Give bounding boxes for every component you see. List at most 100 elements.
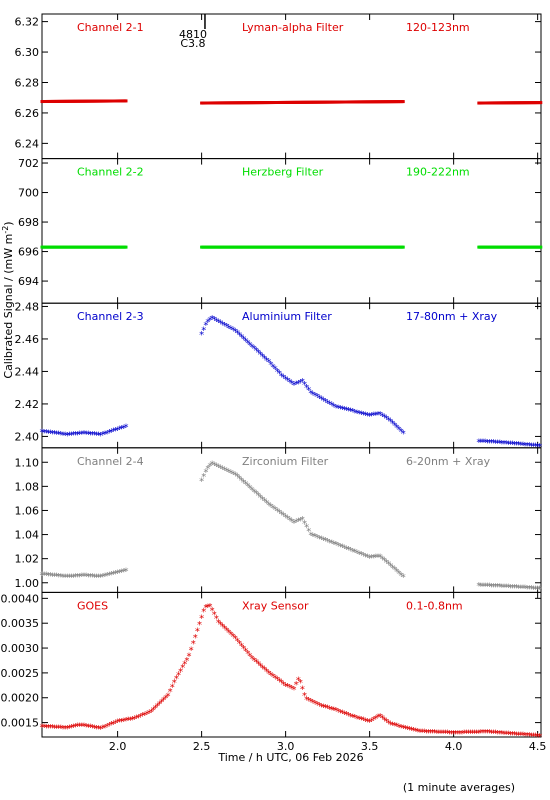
data-point: *	[220, 320, 225, 331]
data-point: *	[308, 389, 313, 400]
data-point: *	[363, 410, 368, 421]
y-tick-label: 1.00	[15, 577, 40, 590]
data-point: *	[285, 376, 290, 387]
data-point: *	[86, 572, 91, 583]
y-tick-label: 6.26	[15, 107, 40, 120]
data-point: *	[485, 728, 490, 739]
data-point: *	[69, 430, 74, 441]
data-point: *	[523, 441, 528, 452]
data-point: *	[235, 637, 240, 648]
data-point: *	[208, 315, 213, 326]
data-point: *	[105, 722, 110, 733]
data-point: *	[100, 572, 105, 583]
data-point: *	[523, 584, 528, 595]
data-point: *	[529, 441, 534, 452]
data-point: *	[163, 693, 168, 704]
channel-label: GOES	[77, 599, 108, 612]
data-point: *	[279, 509, 284, 520]
filter-label: Lyman-alpha Filter	[242, 21, 344, 34]
data-point: *	[50, 429, 55, 440]
y-tick-label: 2.44	[15, 365, 40, 378]
data-point: *	[203, 321, 208, 332]
y-tick-label: 2.48	[15, 300, 40, 313]
y-tick-label: 6.30	[15, 46, 40, 59]
data-point: *	[313, 699, 318, 710]
x-tick-label: 3.5	[361, 740, 379, 753]
data-point: *	[516, 730, 521, 741]
data-point: *	[56, 430, 61, 441]
data-point: *	[210, 314, 215, 325]
data-point: *	[346, 406, 351, 417]
band-label: 190-222nm	[406, 166, 470, 179]
data-point: *	[71, 723, 76, 734]
data-point: *	[497, 729, 502, 740]
data-point: *	[73, 572, 78, 583]
data-point: *	[178, 667, 183, 678]
data-point: *	[42, 428, 47, 439]
data-point: *	[113, 426, 118, 437]
data-point: *	[121, 423, 126, 434]
data-point: *	[531, 584, 536, 595]
data-point: *	[300, 684, 305, 695]
data-point: *	[296, 379, 301, 390]
data-point: *	[216, 618, 221, 629]
data-point: *	[44, 571, 49, 582]
data-point: *	[315, 533, 320, 544]
data-point: *	[350, 407, 355, 418]
data-point: *	[483, 728, 488, 739]
data-point: *	[363, 716, 368, 727]
x-tick-label: 4.0	[445, 740, 463, 753]
data-point: *	[243, 336, 248, 347]
data-point: *	[491, 729, 496, 740]
data-point: *	[426, 728, 431, 739]
data-point: *	[382, 556, 387, 567]
data-point: *	[94, 430, 99, 441]
data-point: *	[54, 723, 59, 734]
data-point: *	[273, 674, 278, 685]
data-point: *	[208, 461, 213, 472]
data-point: *	[67, 724, 72, 735]
data-point: *	[369, 411, 374, 422]
data-point: *	[61, 724, 66, 735]
data-point: *	[340, 405, 345, 416]
data-point: *	[350, 547, 355, 558]
data-point: *	[239, 476, 244, 487]
data-point: *	[424, 728, 429, 739]
y-tick-label: 698	[18, 216, 39, 229]
data-point: *	[201, 472, 206, 483]
data-point: *	[203, 467, 208, 478]
data-point: *	[214, 614, 219, 625]
data-point: *	[96, 431, 101, 442]
data-point: *	[357, 714, 362, 725]
data-point: *	[149, 708, 154, 719]
data-point: *	[535, 732, 540, 743]
data-point: *	[275, 506, 280, 517]
data-point: *	[504, 730, 509, 741]
data-point: *	[151, 706, 156, 717]
data-point: *	[495, 439, 500, 450]
data-point: *	[300, 377, 305, 388]
data-point: *	[115, 569, 120, 580]
data-point: *	[252, 656, 257, 667]
channel-label: Channel 2-1	[77, 21, 144, 34]
data-point: *	[50, 571, 55, 582]
data-point: *	[346, 545, 351, 556]
data-point: *	[266, 358, 271, 369]
data-point: *	[449, 729, 454, 740]
data-point: *	[132, 715, 137, 726]
data-point: *	[462, 729, 467, 740]
data-point: *	[115, 425, 120, 436]
data-point: *	[506, 439, 511, 450]
band-label: 120-123nm	[406, 21, 470, 34]
filter-label: Xray Sensor	[242, 599, 309, 612]
data-point: *	[260, 352, 265, 363]
data-point: *	[82, 429, 87, 440]
data-point: *	[46, 571, 51, 582]
data-point: *	[365, 411, 370, 422]
data-point: *	[44, 723, 49, 734]
data-point: *	[58, 572, 63, 583]
data-point: *	[264, 499, 269, 510]
data-point: *	[216, 463, 221, 474]
data-point: *	[216, 318, 221, 329]
data-point: *	[292, 380, 297, 391]
